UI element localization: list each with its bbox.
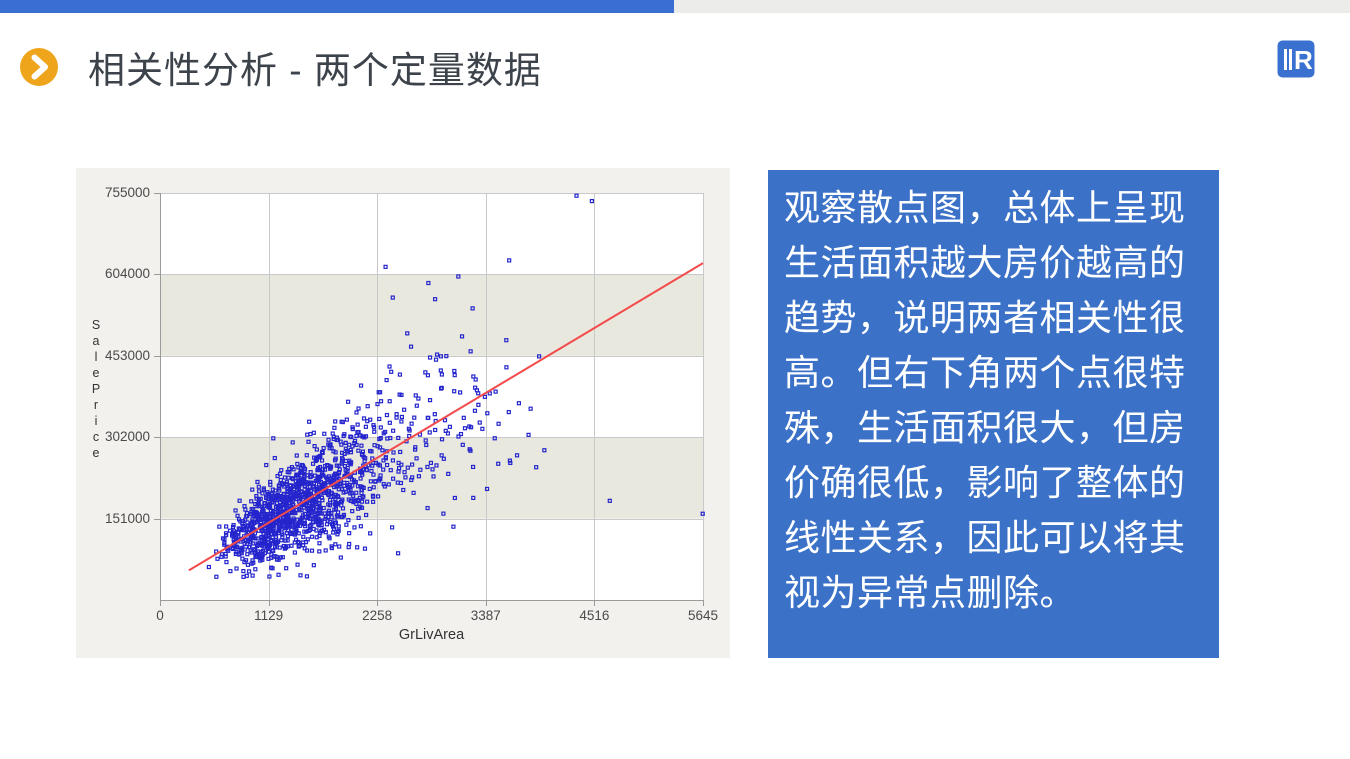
top-accent-bar-blue (0, 0, 674, 13)
y-axis-tick-label: 604000 (104, 266, 150, 282)
x-axis-tick-label: 2258 (362, 608, 393, 623)
annotation-text-box: 观察散点图，总体上呈现生活面积越大房价越高的趋势，说明两者相关性很高。但右下角两… (768, 170, 1219, 658)
x-axis-tick-label: 3387 (470, 608, 501, 623)
y-axis-tick-label: 755000 (104, 185, 150, 200)
scatter-chart-panel: SalePrice GrLivArea 151000 302000 453000 60… (76, 168, 730, 658)
y-axis-tick-label: 151000 (104, 510, 150, 526)
x-axis-tick-label: 0 (156, 608, 164, 623)
x-axis-tick-label: 4516 (579, 608, 610, 623)
x-axis-tick-label: 1129 (254, 608, 284, 623)
y-axis-tick-label: 453000 (104, 347, 150, 363)
x-axis-title: GrLivArea (398, 627, 465, 643)
brand-logo-icon: R (1277, 40, 1315, 78)
scatterplot-canvas (76, 168, 730, 658)
chevron-bullet-icon (20, 48, 58, 86)
logo-letter: R (1294, 45, 1313, 75)
y-axis-tick-label: 302000 (104, 429, 150, 445)
slide-title: 相关性分析 - 两个定量数据 (88, 50, 542, 91)
annotation-text: 观察散点图，总体上呈现生活面积越大房价越高的趋势，说明两者相关性很高。但右下角两… (784, 187, 1186, 613)
x-axis-tick-label: 5645 (687, 608, 719, 623)
top-accent-bar-gray (674, 0, 1350, 13)
y-axis-title: SalePrice (89, 318, 103, 462)
